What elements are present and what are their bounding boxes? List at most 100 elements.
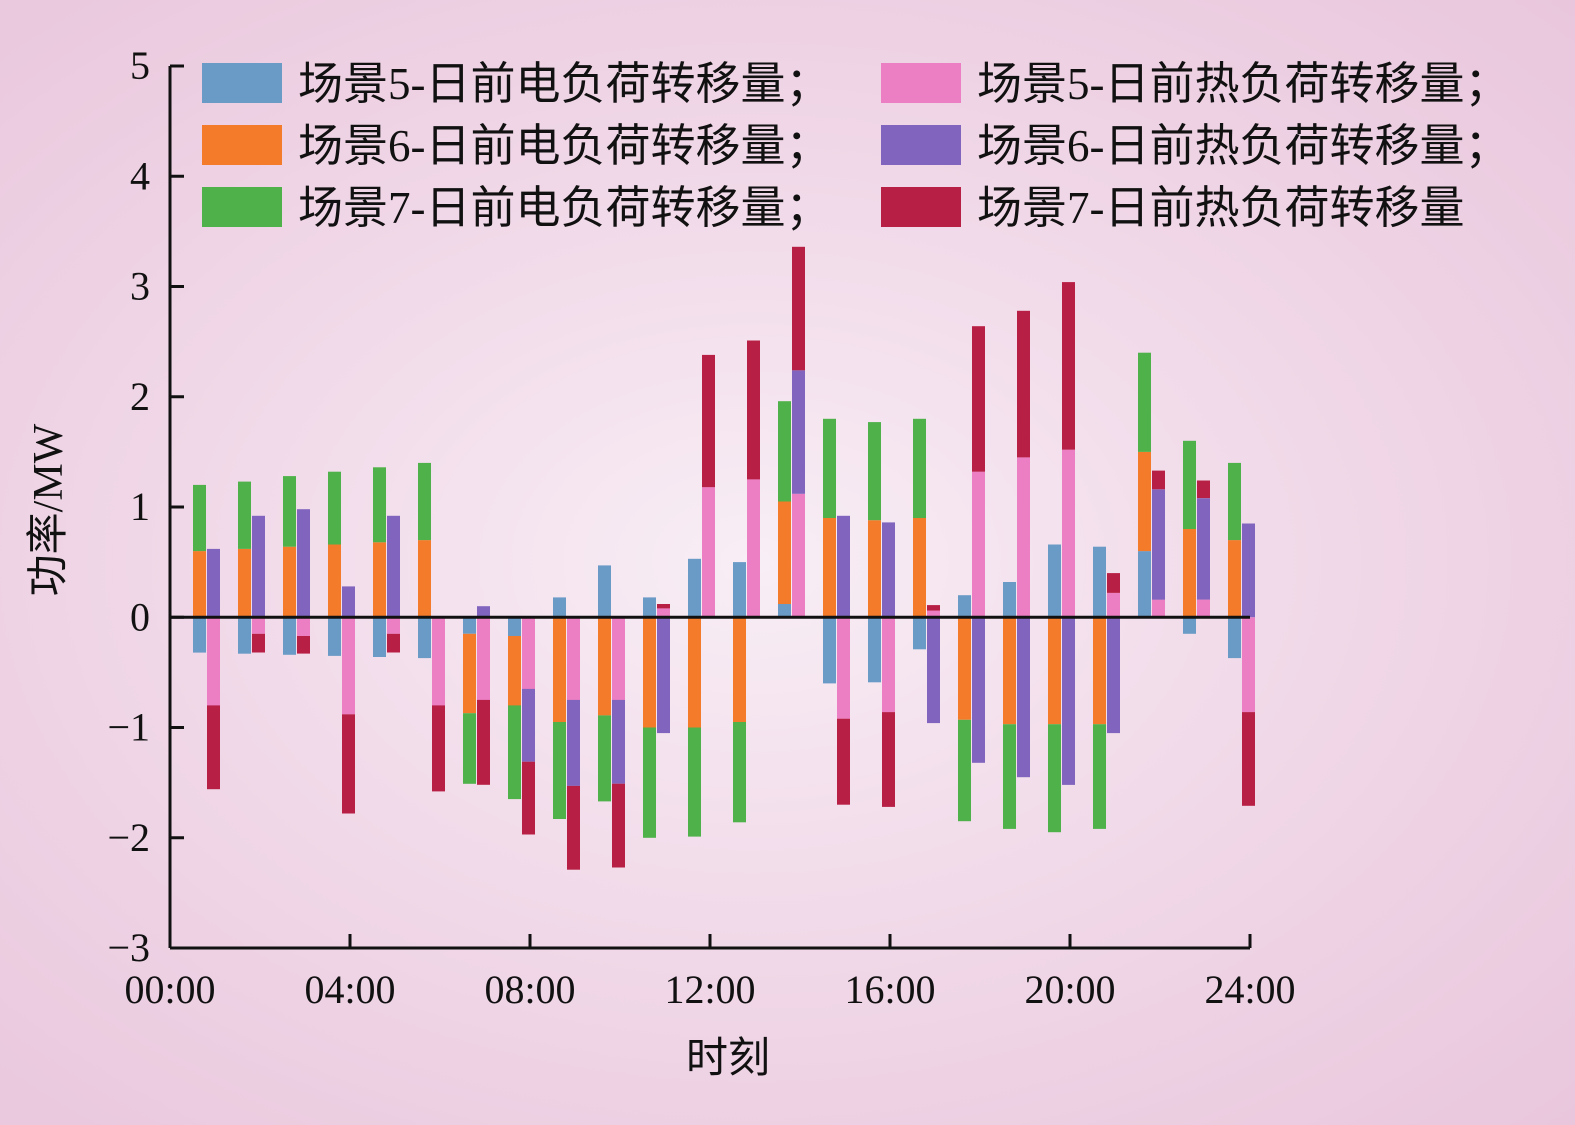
- bar-electric-s0-h13: [733, 562, 746, 618]
- legend-label: 场景5-日前电负荷转移量；: [298, 59, 831, 109]
- legend-swatch: [202, 125, 282, 165]
- bar-electric-s1-h18: [958, 617, 971, 720]
- bar-heat-s1-h17: [927, 617, 940, 724]
- bar-electric-s1-h3: [283, 546, 296, 618]
- bar-electric-s2-h13: [733, 722, 746, 823]
- bar-electric-s1-h13: [733, 617, 746, 722]
- bar-electric-s0-h19: [1003, 582, 1016, 618]
- bar-electric-s1-h19: [1003, 617, 1016, 725]
- bar-heat-s2-h17: [927, 605, 940, 611]
- bar-heat-s0-h15: [837, 617, 850, 719]
- bar-electric-s1-h23: [1183, 529, 1196, 618]
- bar-electric-s2-h2: [238, 481, 251, 549]
- bar-electric-s1-h14: [778, 501, 791, 604]
- bar-electric-s0-h6: [418, 617, 431, 659]
- bar-heat-s1-h8: [522, 688, 535, 762]
- bar-electric-s0-h7: [463, 617, 476, 634]
- bar-electric-s0-h17: [913, 617, 926, 650]
- bar-electric-s1-h10: [598, 617, 611, 716]
- bar-electric-s1-h9: [553, 617, 566, 722]
- bar-electric-s0-h8: [508, 617, 521, 636]
- bar-heat-s1-h4: [342, 586, 355, 618]
- bar-electric-s2-h7: [463, 713, 476, 784]
- y-tick-label: 2: [130, 374, 150, 419]
- bar-electric-s2-h9: [553, 722, 566, 819]
- bar-heat-s1-h3: [297, 509, 310, 618]
- bar-heat-s0-h16: [882, 617, 895, 713]
- y-tick-label: −2: [107, 815, 150, 860]
- bar-heat-s0-h24: [1242, 617, 1255, 713]
- bar-heat-s2-h24: [1242, 712, 1255, 806]
- bar-electric-s0-h23: [1183, 617, 1196, 634]
- x-tick-label: 24:00: [1204, 967, 1295, 1012]
- bar-electric-s1-h6: [418, 540, 431, 618]
- x-ticks: 00:00 04:00 08:00 12:00 16:00 20:00 24:00: [124, 934, 1296, 1012]
- legend-label: 场景7-日前电负荷转移量；: [298, 183, 831, 233]
- bar-heat-s1-h16: [882, 522, 895, 618]
- bar-electric-s2-h15: [823, 418, 836, 518]
- legend-label: 场景6-日前电负荷转移量；: [298, 121, 831, 171]
- bar-heat-s2-h12: [702, 354, 715, 488]
- bar-heat-s2-h10: [612, 783, 625, 868]
- bar-heat-s2-h8: [522, 761, 535, 835]
- bar-electric-s2-h20: [1048, 724, 1061, 833]
- bar-electric-s1-h24: [1228, 540, 1241, 618]
- bar-electric-s0-h24: [1228, 617, 1241, 659]
- bar-electric-s0-h5: [373, 617, 386, 657]
- y-tick-label: 0: [130, 594, 150, 639]
- bar-heat-s2-h9: [567, 785, 580, 870]
- bar-heat-s1-h1: [207, 548, 220, 618]
- bar-heat-s0-h21: [1107, 593, 1120, 618]
- bar-electric-s2-h19: [1003, 724, 1016, 829]
- bar-heat-s2-h1: [207, 705, 220, 790]
- bar-heat-s0-h1: [207, 617, 220, 706]
- bar-electric-s0-h14: [778, 604, 791, 618]
- bar-electric-s2-h12: [688, 727, 701, 837]
- x-tick-label: 12:00: [664, 967, 755, 1012]
- bar-electric-s0-h10: [598, 565, 611, 618]
- bar-electric-s1-h17: [913, 518, 926, 618]
- bar-heat-s0-h3: [297, 617, 310, 636]
- legend-swatch: [202, 187, 282, 227]
- x-tick-label: 00:00: [124, 967, 215, 1012]
- bar-heat-s2-h3: [297, 636, 310, 654]
- bar-electric-s2-h5: [373, 467, 386, 543]
- bar-electric-s2-h24: [1228, 462, 1241, 541]
- bar-heat-s2-h2: [252, 633, 265, 653]
- bar-heat-s1-h22: [1152, 489, 1165, 600]
- bar-electric-s2-h10: [598, 715, 611, 802]
- bar-electric-s1-h16: [868, 520, 881, 618]
- bar-heat-s1-h19: [1017, 617, 1030, 778]
- legend: 场景5-日前电负荷转移量； 场景6-日前电负荷转移量； 场景7-日前电负荷转移量； 场…: [202, 59, 1510, 233]
- bar-heat-s2-h19: [1017, 310, 1030, 458]
- legend-swatch: [202, 63, 282, 103]
- bar-heat-s0-h2: [252, 617, 265, 634]
- bar-electric-s1-h1: [193, 551, 206, 618]
- bar-heat-s2-h7: [477, 699, 490, 785]
- x-axis-title: 时刻: [686, 1036, 770, 1082]
- bar-electric-s2-h8: [508, 705, 521, 800]
- bar-heat-s1-h24: [1242, 523, 1255, 618]
- bar-heat-s2-h22: [1152, 470, 1165, 490]
- bar-heat-s0-h10: [612, 617, 625, 700]
- bars-layer: [193, 246, 1255, 870]
- y-axis-title: 功率/MW: [25, 423, 72, 596]
- bar-electric-s2-h14: [778, 401, 791, 502]
- x-tick-label: 20:00: [1024, 967, 1115, 1012]
- bar-heat-s2-h20: [1062, 282, 1075, 450]
- y-tick-label: 4: [130, 153, 150, 198]
- bar-electric-s1-h12: [688, 617, 701, 728]
- bar-electric-s2-h18: [958, 719, 971, 822]
- x-tick-label: 04:00: [304, 967, 395, 1012]
- bar-electric-s0-h9: [553, 597, 566, 618]
- bar-electric-s2-h1: [193, 484, 206, 552]
- bar-heat-s0-h20: [1062, 449, 1075, 618]
- bar-electric-s0-h16: [868, 617, 881, 683]
- x-tick-label: 08:00: [484, 967, 575, 1012]
- bar-electric-s2-h21: [1093, 724, 1106, 829]
- y-tick-label: 5: [130, 43, 150, 88]
- bar-heat-s0-h19: [1017, 457, 1030, 618]
- bar-heat-s1-h7: [477, 606, 490, 618]
- bar-heat-s0-h14: [792, 493, 805, 618]
